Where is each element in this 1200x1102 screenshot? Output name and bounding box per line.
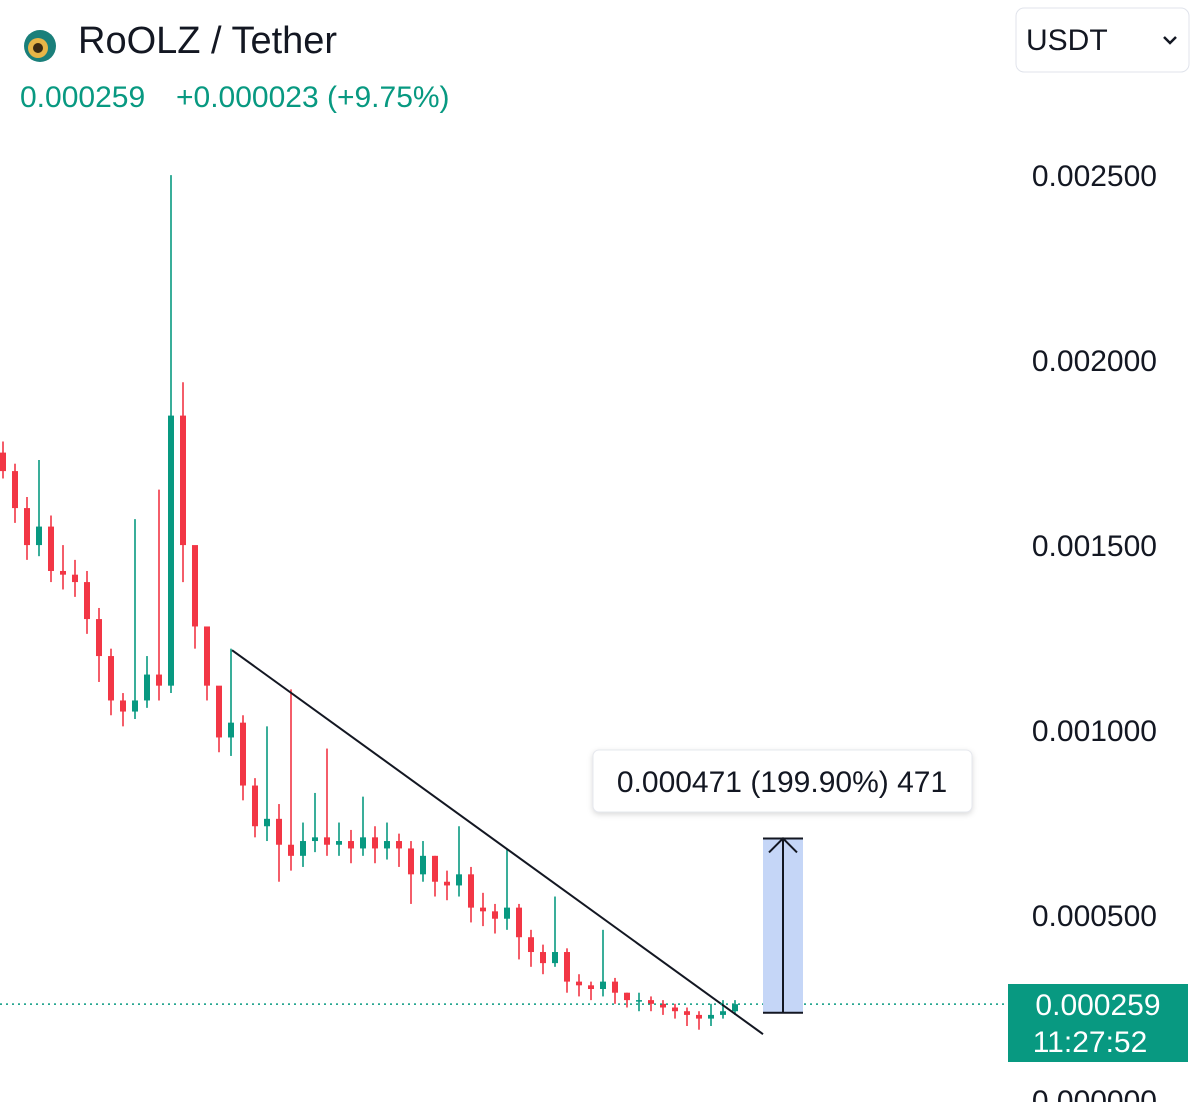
select-box[interactable] xyxy=(1015,7,1190,73)
candle-body xyxy=(300,841,306,856)
candle-body xyxy=(708,1014,714,1019)
candle-body xyxy=(252,785,258,827)
candle-body xyxy=(492,911,498,919)
currency-select[interactable]: USDT xyxy=(1015,7,1190,73)
candle-body xyxy=(132,700,138,712)
candle-body xyxy=(12,471,18,509)
candle-body xyxy=(48,526,54,571)
candle-body xyxy=(444,881,450,886)
candle-body xyxy=(552,952,558,964)
chevron[interactable] xyxy=(1163,36,1177,45)
candle-body xyxy=(204,626,210,686)
candle-body xyxy=(276,818,282,845)
candle-body xyxy=(480,907,486,912)
candle-body xyxy=(72,574,78,583)
candle-body xyxy=(360,837,366,849)
candle-body xyxy=(312,837,318,842)
candle-body xyxy=(144,674,150,701)
candle-body xyxy=(156,674,162,686)
candle-body xyxy=(612,981,618,993)
candle-body xyxy=(540,952,546,964)
title: RoOLZ / Tether xyxy=(78,20,337,62)
candle-body xyxy=(264,818,270,827)
candle-body xyxy=(408,848,414,875)
candle-body xyxy=(240,722,246,786)
y-tick-label: 0.001000 xyxy=(1032,715,1157,748)
candle-body xyxy=(228,722,234,738)
candle-body xyxy=(576,981,582,986)
candle-body xyxy=(288,844,294,856)
candle-body xyxy=(60,570,66,575)
candle-body xyxy=(192,545,198,627)
price-tag-value: 0.000259 xyxy=(1035,989,1160,1022)
candle-body xyxy=(636,1000,642,1002)
candle-body xyxy=(348,841,354,849)
candle-body xyxy=(396,841,402,849)
y-tick-label: 0.002500 xyxy=(1032,160,1157,193)
candle-body xyxy=(420,855,426,875)
candle-body xyxy=(372,837,378,849)
candle-body xyxy=(564,952,570,982)
candle-body xyxy=(672,1007,678,1012)
measure-label: 0.000471 (199.90%) 471 xyxy=(617,766,947,799)
candle-body xyxy=(684,1011,690,1015)
candle-body xyxy=(468,874,474,908)
candle-body xyxy=(108,656,114,701)
candle-body xyxy=(456,874,462,886)
y-tick-label: 0.000000 xyxy=(1032,1085,1157,1102)
candle-body xyxy=(216,685,222,738)
candle-body xyxy=(648,1000,654,1004)
candle-body xyxy=(384,841,390,849)
candle-body xyxy=(720,1011,726,1015)
price: 0.000259 xyxy=(20,81,145,114)
select-label[interactable]: USDT xyxy=(1026,24,1108,57)
candle-body xyxy=(504,907,510,919)
price-tag-countdown: 11:27:52 xyxy=(1033,1026,1148,1059)
y-tick-label: 0.000500 xyxy=(1032,900,1157,933)
change: +0.000023 (+9.75%) xyxy=(176,81,450,114)
candle-body xyxy=(36,526,42,546)
logo xyxy=(24,30,56,62)
candle-body xyxy=(732,1004,738,1012)
candle-body xyxy=(528,937,534,953)
candle-body xyxy=(84,582,90,620)
candle-body xyxy=(168,415,174,686)
measure-arrow-head xyxy=(768,837,798,854)
trendline xyxy=(231,649,764,1035)
candle-body xyxy=(624,992,630,1001)
y-tick-label: 0.002000 xyxy=(1032,345,1157,378)
candle-body xyxy=(180,415,186,546)
candle-body xyxy=(588,985,594,990)
price-tag xyxy=(1008,984,1188,1062)
candle-body xyxy=(432,855,438,882)
candle-body xyxy=(96,619,102,657)
candle-body xyxy=(24,508,30,546)
candle-body xyxy=(336,841,342,845)
candle-body xyxy=(696,1014,702,1019)
candle-body xyxy=(0,452,6,472)
candle-body xyxy=(660,1003,666,1008)
y-tick-label: 0.001500 xyxy=(1032,530,1157,563)
measure-label-box xyxy=(592,749,973,813)
candle-body xyxy=(600,981,606,990)
candle-body xyxy=(120,700,126,712)
candle-body xyxy=(324,837,330,845)
candle-body xyxy=(516,907,522,938)
